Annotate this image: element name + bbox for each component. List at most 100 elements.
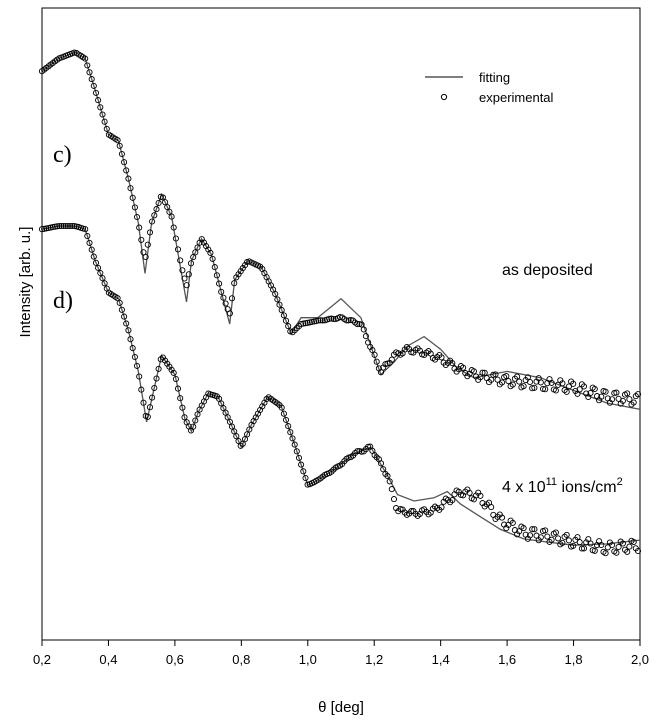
experimental-point-c	[166, 208, 173, 215]
experimental-point-d	[300, 468, 307, 475]
x-tick-label: 1,8	[565, 652, 583, 667]
experimental-point-c	[291, 327, 298, 334]
experimental-point-c	[127, 185, 134, 192]
experimental-point-c	[330, 315, 337, 323]
experimental-point-c	[213, 272, 220, 279]
experimental-point-c	[630, 399, 637, 406]
experimental-point-d	[64, 222, 71, 230]
experimental-point-d	[118, 306, 125, 313]
experimental-point-d	[386, 478, 393, 485]
experimental-point-c	[131, 204, 138, 211]
experimental-point-c	[272, 290, 279, 298]
experimental-point-c	[587, 389, 594, 397]
experimental-point-d	[136, 373, 143, 380]
experimental-point-d	[168, 366, 175, 373]
experimental-point-c	[121, 159, 128, 166]
experimental-point-d	[177, 395, 184, 402]
x-tick-label: 1,4	[432, 652, 450, 667]
experimental-point-c	[241, 262, 249, 269]
experimental-point-d	[591, 547, 598, 554]
experimental-point-c	[319, 317, 326, 324]
experimental-point-c	[222, 300, 229, 307]
experimental-point-d	[244, 431, 251, 438]
experimental-point-c	[209, 255, 216, 262]
experimental-point-d	[131, 353, 138, 361]
experimental-point-d	[563, 531, 570, 538]
experimental-point-d	[86, 239, 93, 246]
experimental-point-c	[226, 310, 233, 317]
experimental-point-d	[619, 540, 626, 547]
experimental-point-d	[49, 224, 56, 231]
experimental-point-d	[144, 413, 151, 420]
experimental-point-c	[503, 372, 510, 380]
experimental-point-d	[239, 440, 246, 447]
experimental-point-c	[613, 389, 620, 396]
x-tick-label: 0,2	[33, 652, 51, 667]
experimental-point-d	[146, 404, 154, 411]
experimental-point-c	[90, 82, 97, 89]
experimental-point-d	[149, 394, 156, 401]
experimental-point-d	[609, 541, 616, 549]
fluence-unit: ions/cm	[557, 479, 617, 496]
experimental-point-d	[291, 441, 298, 448]
experimental-point-c	[492, 371, 499, 378]
experimental-point-d	[449, 497, 456, 504]
experimental-point-c	[280, 312, 287, 319]
experimental-point-c	[591, 385, 598, 393]
experimental-point-c	[578, 381, 585, 388]
experimental-point-c	[298, 320, 305, 328]
experimental-point-d	[358, 448, 365, 455]
experimental-point-c	[455, 366, 462, 373]
experimental-point-c	[317, 317, 324, 324]
experimental-point-d	[455, 488, 462, 495]
experimental-point-d	[598, 541, 605, 549]
experimental-point-c	[598, 393, 605, 400]
experimental-point-c	[185, 271, 192, 278]
experimental-point-d	[388, 486, 395, 493]
experimental-point-d	[302, 474, 309, 482]
experimental-point-d	[123, 320, 130, 327]
experimental-point-c	[542, 386, 549, 393]
x-tick-label: 2,0	[631, 652, 649, 667]
experimental-point-c	[172, 235, 179, 242]
experimental-point-c	[434, 354, 441, 361]
experimental-point-d	[293, 448, 300, 455]
experimental-point-c	[282, 317, 290, 324]
experimental-point-c	[179, 267, 186, 274]
experimental-point-c	[138, 236, 145, 243]
experimental-point-c	[308, 318, 315, 325]
experimental-point-d	[54, 223, 61, 230]
experimental-point-c	[386, 359, 393, 366]
experimental-point-c	[438, 354, 445, 361]
experimental-point-c	[168, 213, 175, 220]
experimental-point-d	[295, 454, 303, 461]
experimental-point-d	[520, 525, 527, 532]
experimental-point-d	[92, 259, 100, 266]
experimental-point-c	[539, 385, 547, 392]
experimental-point-c	[95, 97, 102, 104]
experimental-point-c	[371, 351, 378, 358]
experimental-point-c	[626, 396, 633, 403]
x-tick-label: 1,0	[299, 652, 317, 667]
experimental-point-d	[630, 538, 637, 546]
experimental-point-d	[179, 404, 186, 411]
experimental-point-d	[615, 543, 622, 551]
experimental-point-d	[97, 269, 104, 277]
experimental-point-c	[490, 371, 497, 378]
experimental-point-c	[192, 249, 199, 256]
x-axis-label: θ [deg]	[318, 699, 364, 716]
experimental-point-d	[125, 327, 132, 334]
experimental-point-c	[231, 280, 238, 287]
experimental-point-c	[619, 397, 626, 404]
experimental-point-d	[578, 545, 585, 552]
experimental-point-d	[587, 540, 594, 547]
experimental-point-c	[516, 378, 523, 385]
experimental-point-d	[116, 299, 123, 306]
experimental-point-c	[563, 388, 570, 395]
experimental-point-d	[99, 275, 106, 282]
experimental-point-c	[103, 125, 110, 132]
experimental-point-c	[552, 387, 559, 394]
experimental-point-c	[520, 383, 527, 390]
experimental-point-c	[278, 307, 285, 314]
experimental-point-d	[101, 280, 108, 287]
